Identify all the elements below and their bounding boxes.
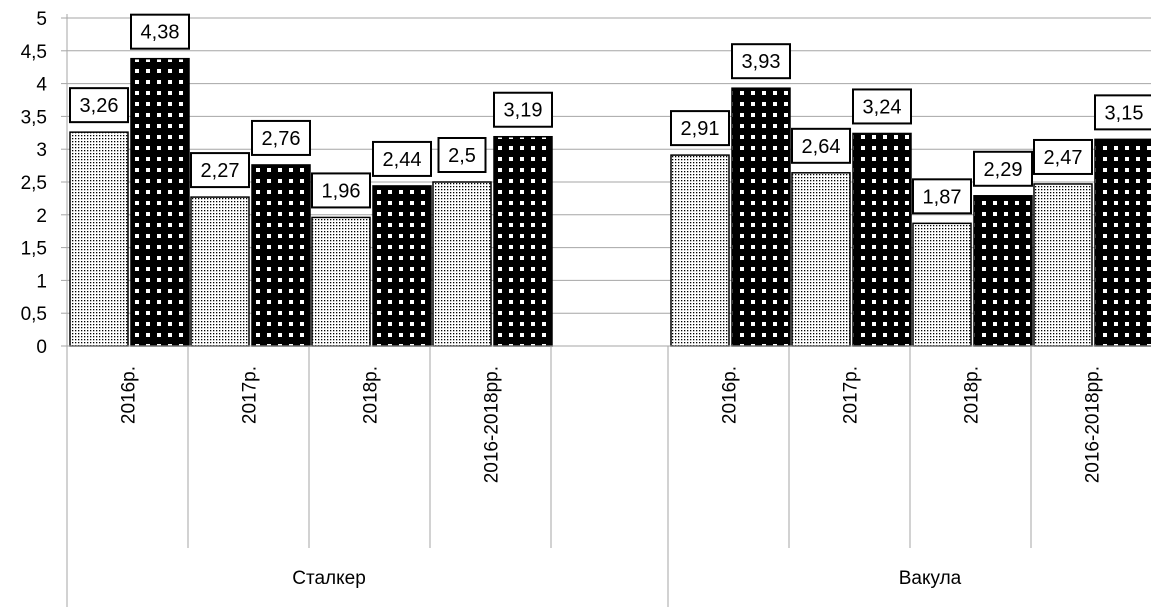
y-tick-label: 0,5 xyxy=(21,304,47,325)
data-label-box xyxy=(251,119,311,156)
data-label-box xyxy=(190,152,250,189)
data-label-box xyxy=(973,150,1033,187)
bar-dark xyxy=(493,135,553,347)
data-label-box xyxy=(731,43,791,80)
data-label-box xyxy=(791,127,851,164)
y-tick-label: 4,5 xyxy=(21,42,47,63)
y-tick-label: 4 xyxy=(36,75,47,96)
bar-dark xyxy=(852,132,912,347)
y-tick-label: 0 xyxy=(36,337,47,358)
data-label-box xyxy=(852,88,912,125)
data-label-box xyxy=(1094,94,1151,131)
bar-dark xyxy=(973,195,1033,347)
category-label: 2018р. xyxy=(962,366,983,424)
bar-light xyxy=(311,216,371,347)
data-labels: 3,26 4,38 2,27 2,76 1,96 2,44 2,5 3,19 2,91 3,93 2… xyxy=(69,13,1151,215)
axes xyxy=(66,14,1151,607)
data-label-box xyxy=(437,137,487,173)
category-label: 2017р. xyxy=(240,366,261,424)
data-label-box xyxy=(130,13,190,50)
bar-dark xyxy=(1094,138,1151,347)
data-label-box xyxy=(493,91,553,128)
y-tick-label: 1 xyxy=(36,271,47,292)
y-tick-label: 3 xyxy=(36,140,47,161)
data-label: 2,44 xyxy=(383,149,422,171)
bar-dark xyxy=(731,87,791,347)
data-label: 2,91 xyxy=(681,118,720,140)
data-label: 3,26 xyxy=(80,95,119,117)
y-tick-label: 2,5 xyxy=(21,173,47,194)
y-tick-label: 2 xyxy=(36,206,47,227)
data-label: 1,96 xyxy=(322,180,361,202)
data-label-box xyxy=(670,110,730,147)
data-label: 2,27 xyxy=(201,160,240,182)
data-label: 2,5 xyxy=(448,145,476,167)
bar-light xyxy=(190,196,250,347)
y-tick-label: 1,5 xyxy=(21,239,47,260)
data-label: 2,64 xyxy=(802,136,841,158)
bar-light xyxy=(69,131,129,347)
category-label: 2016р. xyxy=(720,366,741,424)
bar-light xyxy=(791,172,851,347)
group-label: Сталкер xyxy=(292,568,366,589)
category-label: 2018р. xyxy=(361,366,382,424)
data-label: 3,24 xyxy=(863,96,902,118)
group-label: Вакула xyxy=(899,568,962,589)
y-tick-label: 5 xyxy=(36,9,47,30)
data-label: 3,19 xyxy=(504,100,543,122)
bar-light xyxy=(670,154,730,347)
data-label: 2,76 xyxy=(262,128,301,150)
y-tick-label: 3,5 xyxy=(21,107,47,128)
x-axis-categories: 2016р. 2017р. 2018р. 2016-2018рр. Сталкер 201… xyxy=(119,346,1104,607)
bar-light xyxy=(1033,183,1093,347)
data-label: 3,15 xyxy=(1105,102,1144,124)
bar-dark xyxy=(251,164,311,347)
category-label: 2016-2018рр. xyxy=(1083,366,1104,483)
data-label: 1,87 xyxy=(923,186,962,208)
category-label: 2016-2018рр. xyxy=(482,366,503,483)
data-label-box xyxy=(69,87,129,124)
data-label-box xyxy=(912,178,972,215)
data-label-box xyxy=(1033,138,1093,175)
data-label: 2,29 xyxy=(984,159,1023,181)
bars xyxy=(69,57,1151,347)
data-label: 4,38 xyxy=(141,22,180,44)
category-label: 2016р. xyxy=(119,366,140,424)
bar-light xyxy=(912,222,972,347)
bar-light xyxy=(432,181,492,347)
bar-dark xyxy=(130,57,190,347)
data-label-box xyxy=(372,140,432,177)
data-label: 2,47 xyxy=(1044,147,1083,169)
bar-dark xyxy=(372,185,432,347)
data-label-box xyxy=(311,172,371,209)
category-label: 2017р. xyxy=(841,366,862,424)
data-label: 3,93 xyxy=(742,51,781,73)
y-axis-ticks: 0 0,5 1 1,5 2 2,5 3 3,5 4 4,5 5 xyxy=(21,9,67,358)
